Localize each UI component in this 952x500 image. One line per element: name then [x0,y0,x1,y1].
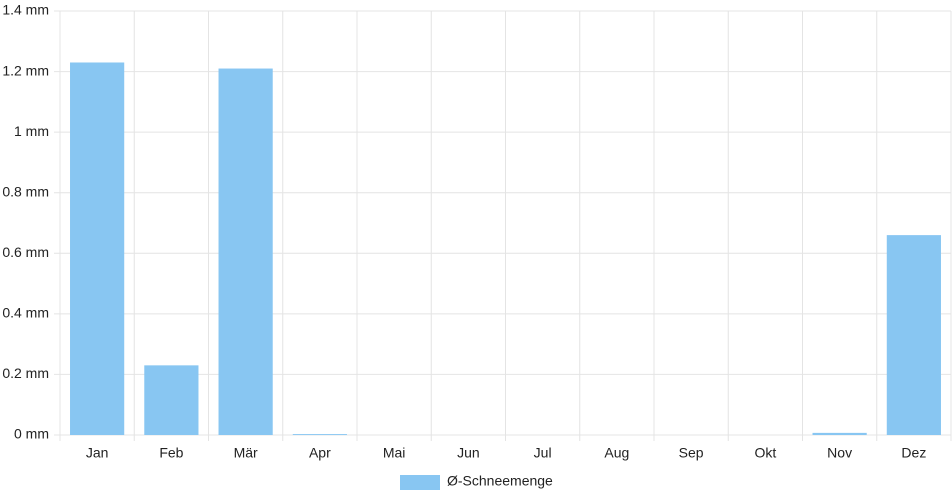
x-tick-label: Jul [534,445,552,461]
y-tick-label: 0.2 mm [2,365,49,381]
x-tick-label: Aug [604,445,629,461]
x-tick-label: Jan [86,445,109,461]
bar [70,62,125,435]
x-tick-label: Apr [309,445,331,461]
x-tick-label: Okt [754,445,776,461]
y-tick-label: 1.2 mm [2,62,49,78]
x-tick-label: Mai [383,445,406,461]
x-tick-label: Jun [457,445,480,461]
x-tick-label: Feb [159,445,183,461]
bar [292,434,347,435]
x-tick-label: Nov [827,445,852,461]
bar [218,68,273,436]
y-tick-label: 0.6 mm [2,244,49,260]
y-tick-label: 1.4 mm [2,2,49,18]
legend-swatch[interactable] [400,475,440,490]
legend-label: Ø-Schneemenge [447,473,553,489]
bar [812,432,867,435]
y-tick-label: 1 mm [14,123,49,139]
y-tick-label: 0.4 mm [2,305,49,321]
y-tick-label: 0 mm [14,426,49,442]
y-tick-label: 0.8 mm [2,183,49,199]
bar [144,365,199,435]
x-tick-label: Sep [679,445,704,461]
x-tick-label: Mär [234,445,258,461]
x-tick-label: Dez [901,445,926,461]
bar [886,235,941,435]
